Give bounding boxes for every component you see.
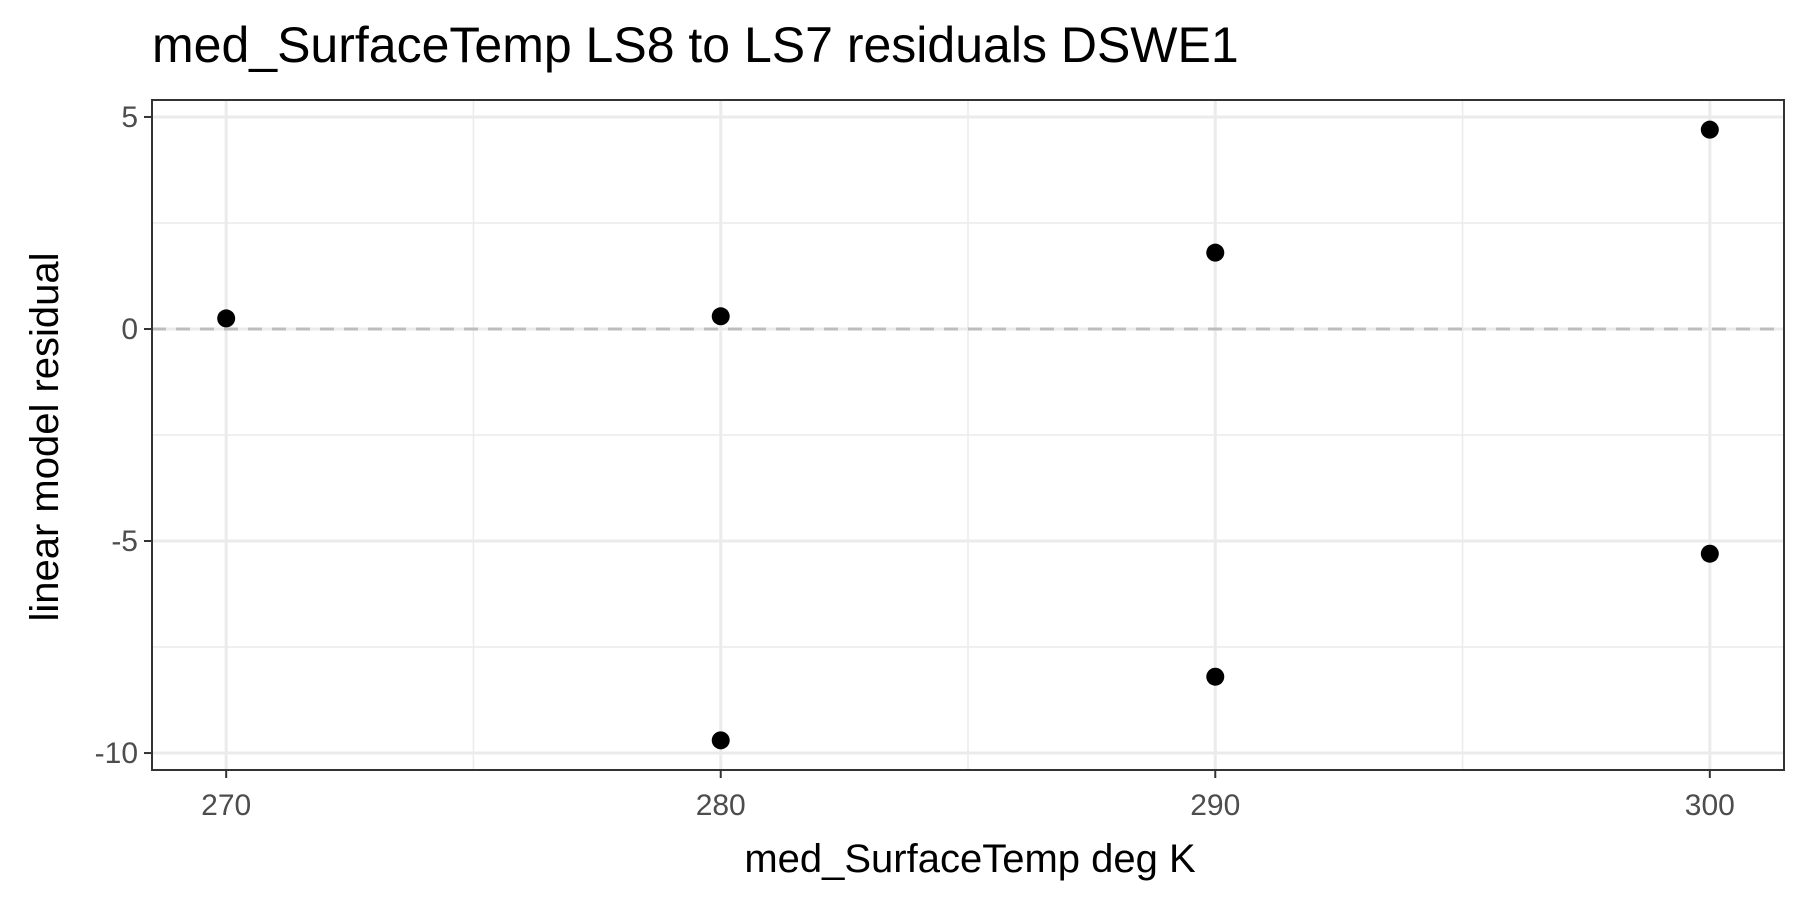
y-tick-label: 5 xyxy=(121,101,138,134)
x-tick-label: 290 xyxy=(1190,789,1240,822)
x-tick-label: 300 xyxy=(1685,789,1735,822)
plot-panel-border xyxy=(151,99,1785,771)
y-tick-label: 0 xyxy=(121,313,138,346)
data-point xyxy=(711,731,730,750)
data-point xyxy=(1700,120,1719,139)
y-tick-label: -5 xyxy=(111,525,138,558)
data-point xyxy=(217,309,236,328)
y-tick-label: -10 xyxy=(95,737,138,770)
data-point xyxy=(1206,667,1225,686)
x-tick-label: 270 xyxy=(201,789,251,822)
data-points xyxy=(217,120,1719,750)
chart-title: med_SurfaceTemp LS8 to LS7 residuals DSW… xyxy=(152,17,1239,73)
minor-gridlines xyxy=(152,100,1784,770)
data-point xyxy=(711,307,730,326)
x-tick-label: 280 xyxy=(696,789,746,822)
x-axis-title: med_SurfaceTemp deg K xyxy=(744,837,1196,881)
x-axis-ticks: 270 280 290 300 xyxy=(201,770,1735,822)
data-point xyxy=(1700,544,1719,563)
data-point xyxy=(1206,243,1225,262)
y-axis-title: linear model residual xyxy=(23,252,67,621)
y-axis-ticks: 5 0 -5 -10 xyxy=(95,101,152,770)
